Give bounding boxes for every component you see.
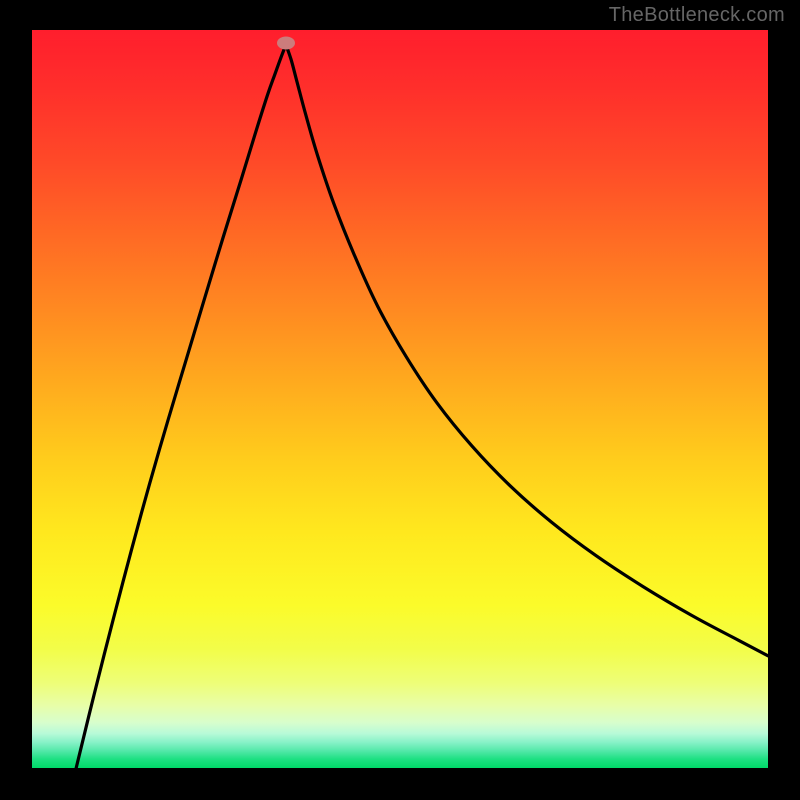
optimal-point-marker xyxy=(277,36,295,49)
plot-area xyxy=(32,30,768,768)
bottleneck-curve xyxy=(32,30,768,768)
watermark-label: TheBottleneck.com xyxy=(609,4,785,27)
